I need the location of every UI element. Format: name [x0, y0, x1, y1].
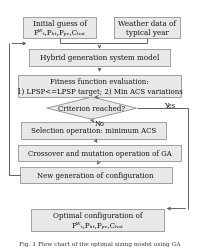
FancyBboxPatch shape — [23, 18, 96, 39]
Text: No: No — [95, 119, 104, 128]
Text: Optimal configuration of
Pᵂₜ,Pₕₜ,Pₚᵥ,Cₕₐₜ: Optimal configuration of Pᵂₜ,Pₕₜ,Pₚᵥ,Cₕₐ… — [53, 211, 142, 229]
FancyBboxPatch shape — [31, 209, 164, 231]
Text: Fitness function evaluation:
1) LPSP<=LPSP target; 2) Min ACS variations: Fitness function evaluation: 1) LPSP<=LP… — [17, 78, 182, 95]
Text: Crossover and mutation operation of GA: Crossover and mutation operation of GA — [28, 149, 171, 157]
Text: Initial guess of
Pᵂₜ,Pₕₜ,Pₚᵥ,Cₕₐₜ: Initial guess of Pᵂₜ,Pₕₜ,Pₚᵥ,Cₕₐₜ — [33, 20, 86, 37]
Text: Selection operation: minimum ACS: Selection operation: minimum ACS — [31, 127, 156, 135]
Text: Hybrid generation system model: Hybrid generation system model — [40, 54, 159, 62]
FancyBboxPatch shape — [18, 75, 181, 98]
Text: New generation of configuration: New generation of configuration — [37, 171, 154, 179]
FancyBboxPatch shape — [21, 123, 166, 139]
Text: Yes: Yes — [164, 102, 175, 109]
Text: Weather data of
typical year: Weather data of typical year — [118, 20, 176, 37]
FancyBboxPatch shape — [18, 145, 181, 161]
Text: Criterion reached?: Criterion reached? — [58, 105, 125, 113]
FancyBboxPatch shape — [20, 167, 172, 183]
FancyBboxPatch shape — [114, 18, 180, 39]
Text: Fig. 1 Flow chart of the optimal sizing model using GA: Fig. 1 Flow chart of the optimal sizing … — [19, 241, 180, 246]
Polygon shape — [47, 98, 137, 120]
FancyBboxPatch shape — [29, 50, 170, 67]
